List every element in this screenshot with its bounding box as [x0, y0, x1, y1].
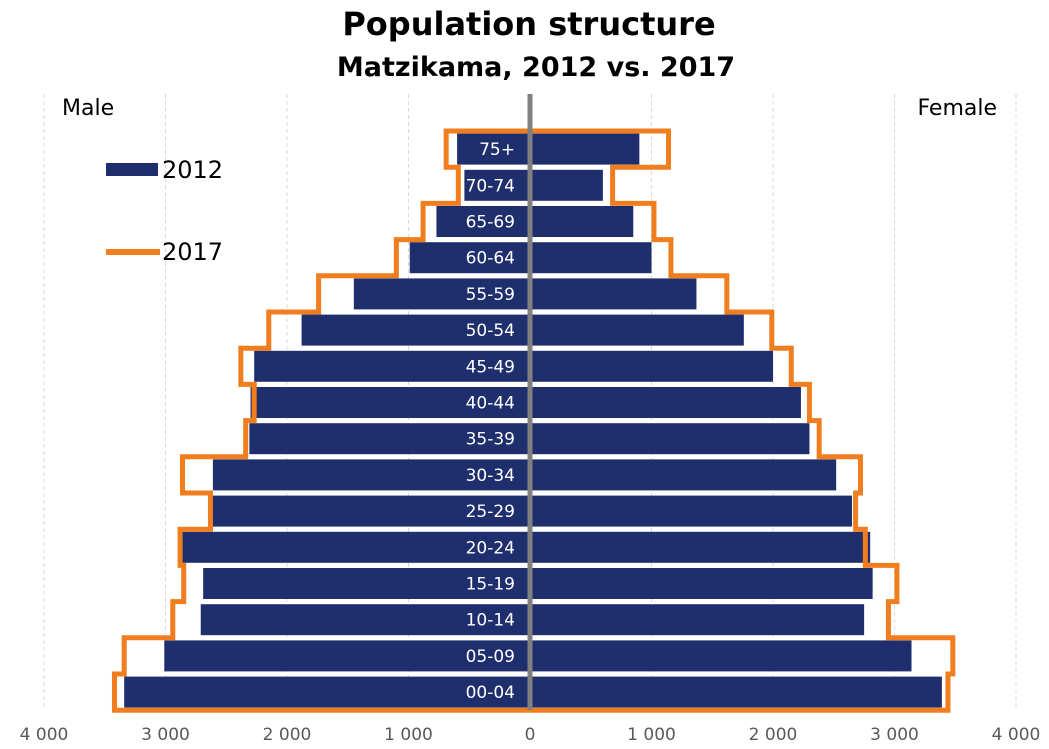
bar-2012-male — [182, 531, 530, 563]
category-labels: 75+ 70-74 65-69 60-64 55-59 50-54 45-49 40-44 35… — [466, 140, 515, 703]
bar-2012-male — [249, 423, 530, 455]
bar-2012-female — [530, 242, 652, 274]
legend-swatch-2012 — [106, 163, 158, 176]
legend-label-2017: 2017 — [162, 238, 223, 266]
chart-title: Population structure — [342, 5, 715, 43]
bar-2012-female — [530, 314, 744, 346]
bar-2012-female — [530, 278, 697, 310]
bar-2012-male — [200, 604, 531, 636]
age-group-label: 45-49 — [466, 357, 515, 377]
bar-2012-male — [250, 387, 531, 418]
age-group-label: 20-24 — [466, 538, 515, 558]
x-tick-label: 2 000 — [263, 725, 312, 745]
x-axis-ticks: 4 000 3 000 2 000 1 000 0 1 000 2 000 3 000 4 00… — [20, 725, 1041, 745]
x-tick-label: 3 000 — [870, 725, 919, 745]
bar-2012-male — [464, 169, 530, 201]
age-group-label: 40-44 — [466, 394, 515, 414]
bar-2012-female — [530, 676, 942, 708]
bar-2012-female — [530, 640, 912, 672]
bar-2012-male — [212, 459, 530, 491]
legend: 2012 2017 — [106, 156, 223, 266]
age-group-label: 15-19 — [466, 575, 515, 595]
bar-2012-female — [530, 495, 852, 527]
age-group-label: 10-14 — [466, 611, 515, 631]
bar-2012-female — [530, 169, 603, 201]
bar-2012-male — [457, 133, 530, 165]
bar-2012-female — [530, 568, 873, 599]
age-group-label: 60-64 — [466, 249, 515, 269]
x-tick-label: 0 — [525, 725, 536, 745]
x-tick-label: 3 000 — [141, 725, 190, 745]
outline-2017-male — [111, 128, 530, 713]
x-tick-label: 1 000 — [627, 725, 676, 745]
series-2017-outline — [111, 128, 956, 713]
female-label: Female — [917, 96, 997, 121]
bar-2012-male — [409, 242, 530, 274]
series-2012-bars — [124, 133, 942, 708]
bar-2012-female — [530, 133, 640, 165]
age-group-label: 75+ — [479, 140, 515, 160]
bar-2012-female — [530, 459, 837, 491]
bar-2012-female — [530, 604, 865, 636]
age-group-label: 35-39 — [466, 430, 515, 450]
outline-2017-female — [530, 128, 956, 713]
bar-2012-male — [301, 314, 530, 346]
bar-2012-female — [530, 387, 801, 418]
bar-2012-male — [209, 495, 531, 527]
age-group-label: 55-59 — [466, 285, 515, 305]
x-tick-label: 2 000 — [749, 725, 798, 745]
bar-2012-male — [203, 568, 531, 599]
bar-2012-male — [164, 640, 530, 672]
age-group-label: 25-29 — [466, 502, 515, 522]
bar-2012-male — [124, 676, 530, 708]
bar-2012-female — [530, 531, 871, 563]
bar-2012-male — [254, 350, 530, 382]
age-group-label: 65-69 — [466, 213, 515, 233]
bar-2012-male — [436, 206, 530, 237]
male-label: Male — [62, 96, 114, 121]
bar-2012-female — [530, 423, 810, 455]
bar-2012-male — [353, 278, 530, 310]
bar-2012-female — [530, 206, 634, 237]
age-group-label: 50-54 — [466, 321, 515, 341]
age-group-label: 00-04 — [466, 683, 515, 703]
x-tick-label: 4 000 — [992, 725, 1041, 745]
x-tick-label: 4 000 — [20, 725, 69, 745]
legend-label-2012: 2012 — [162, 156, 223, 184]
chart-subtitle: Matzikama, 2012 vs. 2017 — [337, 52, 735, 83]
age-group-label: 30-34 — [466, 466, 515, 486]
age-group-label: 05-09 — [466, 647, 515, 667]
x-tick-label: 1 000 — [384, 725, 433, 745]
bar-2012-female — [530, 350, 773, 382]
age-group-label: 70-74 — [466, 176, 515, 196]
